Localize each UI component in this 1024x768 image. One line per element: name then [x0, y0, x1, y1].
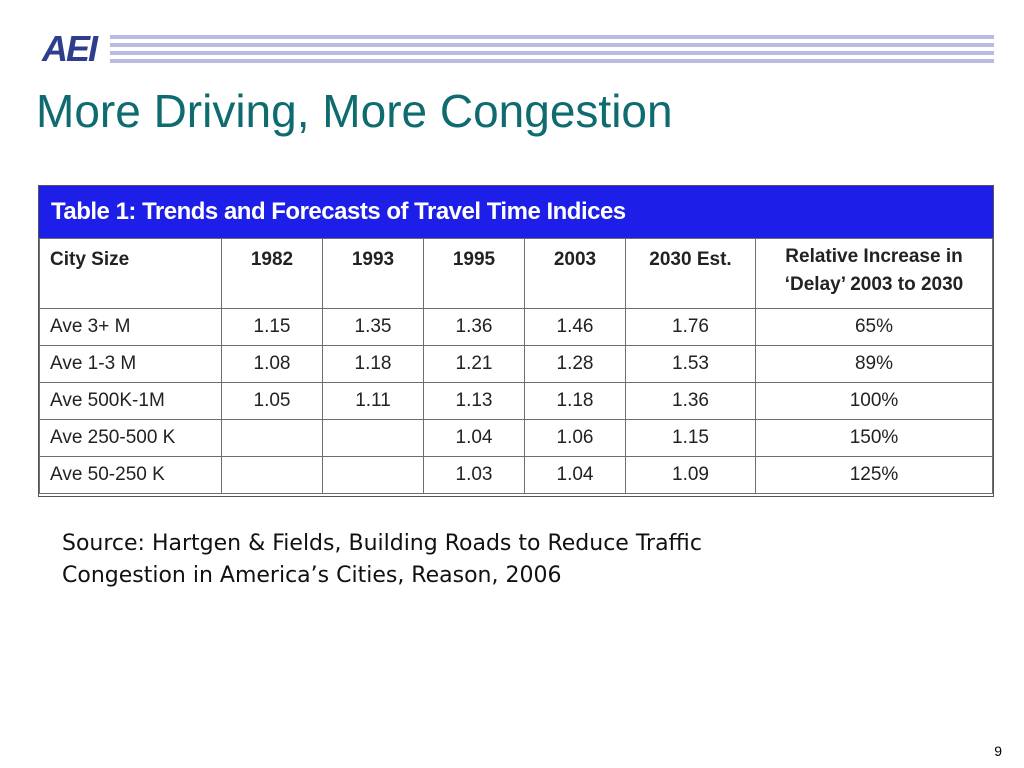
- table-title: Table 1: Trends and Forecasts of Travel …: [39, 186, 993, 238]
- table-row: Ave 1-3 M 1.08 1.18 1.21 1.28 1.53 89%: [39, 345, 993, 383]
- source-line-2: Congestion in America’s Cities, Reason, …: [62, 563, 562, 588]
- cell-1982: [221, 419, 323, 457]
- cell-1995: 1.03: [423, 456, 525, 494]
- cell-city-size: Ave 50-250 K: [39, 456, 222, 494]
- cell-1982: [221, 456, 323, 494]
- cell-1993: 1.11: [322, 382, 424, 420]
- aei-logo: AEI: [30, 28, 110, 70]
- cell-1993: [322, 456, 424, 494]
- cell-1995: 1.21: [423, 345, 525, 383]
- page-number: 9: [994, 743, 1002, 759]
- col-header-1995: 1995: [423, 238, 525, 309]
- col-header-city-size: City Size: [39, 238, 222, 309]
- cell-1982: 1.05: [221, 382, 323, 420]
- cell-1995: 1.36: [423, 308, 525, 346]
- col-header-2030-est: 2030 Est.: [625, 238, 756, 309]
- cell-2030-est: 1.15: [625, 419, 756, 457]
- cell-2003: 1.06: [524, 419, 626, 457]
- col-header-1982: 1982: [221, 238, 323, 309]
- data-table: City Size 1982 1993 1995 2003 2030 Est. …: [39, 238, 993, 494]
- table-row: Ave 3+ M 1.15 1.35 1.36 1.46 1.76 65%: [39, 308, 993, 346]
- col-header-relative-increase-line1: Relative Increase in: [785, 246, 963, 267]
- header-stripes: [110, 35, 994, 63]
- table-header-row: City Size 1982 1993 1995 2003 2030 Est. …: [39, 238, 993, 309]
- col-header-relative-increase-line2: ‘Delay’ 2003 to 2030: [784, 274, 964, 295]
- cell-city-size: Ave 250-500 K: [39, 419, 222, 457]
- cell-2003: 1.04: [524, 456, 626, 494]
- cell-1982: 1.08: [221, 345, 323, 383]
- page-title: More Driving, More Congestion: [36, 85, 673, 137]
- source-line-1: Source: Hartgen & Fields, Building Roads…: [62, 531, 702, 556]
- travel-time-table: Table 1: Trends and Forecasts of Travel …: [38, 185, 994, 497]
- cell-1982: 1.15: [221, 308, 323, 346]
- cell-1993: 1.35: [322, 308, 424, 346]
- cell-1993: [322, 419, 424, 457]
- col-header-2003: 2003: [524, 238, 626, 309]
- table-row: Ave 50-250 K 1.03 1.04 1.09 125%: [39, 456, 993, 494]
- cell-city-size: Ave 3+ M: [39, 308, 222, 346]
- aei-logo-text: AEI: [42, 28, 98, 69]
- cell-2003: 1.46: [524, 308, 626, 346]
- cell-2030-est: 1.36: [625, 382, 756, 420]
- cell-2003: 1.28: [524, 345, 626, 383]
- cell-city-size: Ave 500K-1M: [39, 382, 222, 420]
- cell-relative-increase: 150%: [755, 419, 993, 457]
- cell-2030-est: 1.09: [625, 456, 756, 494]
- table-row: Ave 250-500 K 1.04 1.06 1.15 150%: [39, 419, 993, 457]
- cell-relative-increase: 125%: [755, 456, 993, 494]
- cell-city-size: Ave 1-3 M: [39, 345, 222, 383]
- table-row: Ave 500K-1M 1.05 1.11 1.13 1.18 1.36 100…: [39, 382, 993, 420]
- cell-relative-increase: 65%: [755, 308, 993, 346]
- cell-1995: 1.04: [423, 419, 525, 457]
- cell-2030-est: 1.76: [625, 308, 756, 346]
- col-header-1993: 1993: [322, 238, 424, 309]
- source-citation: Source: Hartgen & Fields, Building Roads…: [62, 528, 862, 592]
- cell-relative-increase: 89%: [755, 345, 993, 383]
- cell-2003: 1.18: [524, 382, 626, 420]
- cell-1993: 1.18: [322, 345, 424, 383]
- cell-1995: 1.13: [423, 382, 525, 420]
- cell-relative-increase: 100%: [755, 382, 993, 420]
- col-header-relative-increase: Relative Increase in ‘Delay’ 2003 to 203…: [755, 238, 993, 309]
- cell-2030-est: 1.53: [625, 345, 756, 383]
